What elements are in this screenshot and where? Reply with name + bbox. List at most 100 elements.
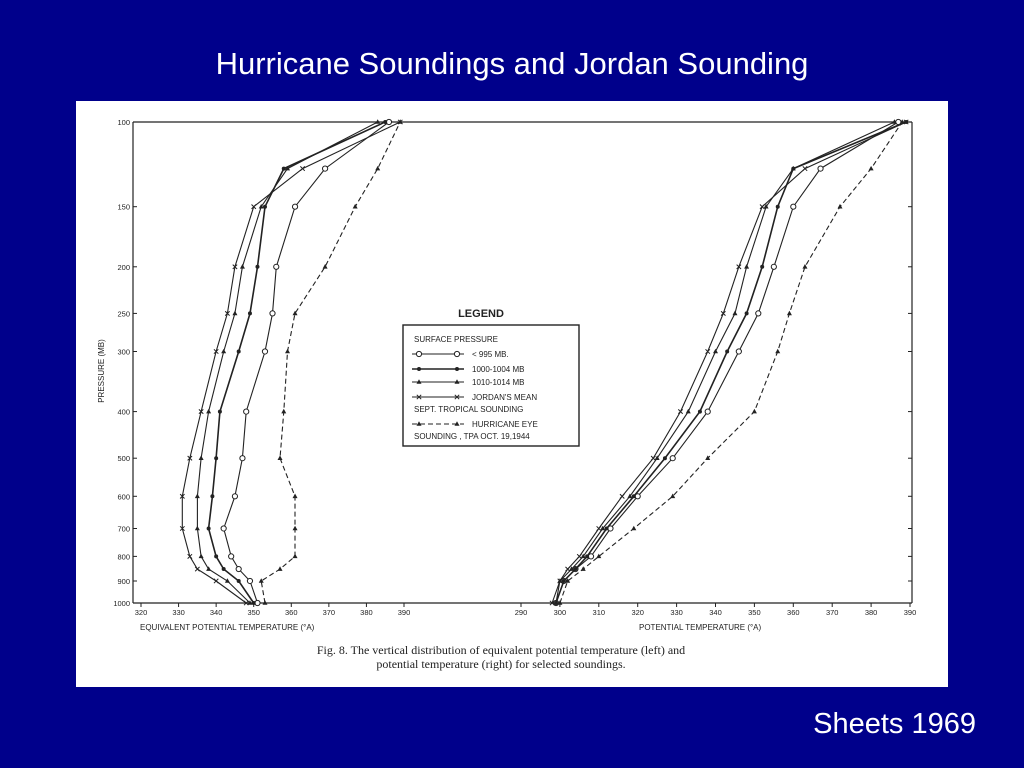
data-point-triangle bbox=[763, 203, 769, 209]
data-point-dot bbox=[236, 578, 241, 583]
pressure-tick-label: 700 bbox=[117, 524, 130, 533]
data-point-dot bbox=[631, 494, 636, 499]
data-point-cross bbox=[213, 348, 219, 355]
data-point-triangle bbox=[627, 493, 633, 499]
pressure-tick-label: 100 bbox=[117, 118, 130, 127]
data-point-triangle bbox=[416, 379, 422, 384]
data-point-dot bbox=[662, 456, 667, 461]
data-point-dot bbox=[455, 367, 459, 371]
legend-entry-2: 1000-1004 MB bbox=[412, 365, 524, 374]
data-point-triangle bbox=[206, 566, 212, 571]
data-point-triangle bbox=[631, 525, 637, 531]
data-point-dot bbox=[383, 120, 388, 124]
data-point-triangle bbox=[322, 263, 328, 269]
left-series-5 bbox=[258, 119, 403, 605]
data-point-cross bbox=[251, 204, 257, 210]
data-point-triangle bbox=[580, 566, 586, 571]
data-point-triangle bbox=[565, 578, 571, 583]
data-point-triangle bbox=[292, 310, 298, 316]
data-point-triangle bbox=[705, 455, 711, 461]
right-series-line bbox=[559, 121, 903, 604]
data-point-triangle bbox=[232, 310, 238, 316]
data-point-triangle bbox=[596, 553, 602, 559]
data-point-triangle bbox=[416, 421, 422, 426]
data-point-triangle bbox=[868, 165, 874, 171]
data-point-triangle bbox=[194, 525, 200, 531]
data-point-circle bbox=[269, 310, 276, 317]
data-point-circle bbox=[231, 493, 239, 500]
pressure-tick-label: 150 bbox=[117, 203, 130, 212]
data-point-cross bbox=[720, 310, 726, 316]
data-point-dot bbox=[262, 204, 267, 209]
data-point-dot bbox=[247, 311, 252, 316]
left-plot bbox=[179, 118, 403, 607]
legend-entry-3: 1010-1014 MB bbox=[412, 378, 524, 387]
legend-header: SURFACE PRESSURE bbox=[414, 335, 498, 344]
left-series-3 bbox=[194, 119, 381, 605]
data-point-cross bbox=[187, 455, 193, 461]
data-point-triangle bbox=[206, 408, 212, 414]
data-point-triangle bbox=[198, 455, 204, 461]
data-point-circle bbox=[239, 455, 246, 462]
left-x-axis-title: EQUIVALENT POTENTIAL TEMPERATURE (°A) bbox=[140, 623, 315, 632]
left-series-2 bbox=[206, 120, 388, 605]
data-point-dot bbox=[417, 367, 421, 371]
data-point-triangle bbox=[802, 263, 808, 269]
source-citation: Sheets 1969 bbox=[813, 708, 976, 740]
data-point-triangle bbox=[786, 310, 792, 316]
data-point-triangle bbox=[775, 348, 781, 354]
data-point-triangle bbox=[224, 578, 230, 583]
data-point-triangle bbox=[732, 310, 738, 316]
data-point-triangle bbox=[292, 525, 298, 531]
data-point-triangle bbox=[790, 165, 796, 171]
legend-box: LEGEND SURFACE PRESSURE < 995 MB. 1000-10… bbox=[402, 308, 580, 447]
data-point-dot bbox=[210, 494, 215, 499]
right-x-tick-label: 340 bbox=[709, 608, 722, 617]
pressure-tick-label: 1000 bbox=[113, 599, 130, 608]
data-point-triangle bbox=[899, 119, 905, 124]
right-x-axis-title: POTENTIAL TEMPERATURE (°A) bbox=[639, 623, 762, 632]
left-x-tick-label: 390 bbox=[398, 608, 411, 617]
data-point-cross bbox=[596, 525, 602, 532]
right-plot bbox=[549, 118, 909, 607]
data-point-triangle bbox=[553, 600, 559, 605]
pressure-tick-label: 200 bbox=[117, 263, 130, 272]
data-point-circle bbox=[755, 310, 762, 317]
data-point-triangle bbox=[258, 578, 264, 583]
data-point-circle bbox=[790, 203, 797, 210]
sounding-chart: 100 150 200 250 300 400 500 600 700 800 900 1000 320… bbox=[97, 118, 916, 671]
data-point-dot bbox=[775, 204, 780, 209]
data-point-dot bbox=[221, 567, 226, 572]
data-point-cross bbox=[565, 566, 571, 572]
right-series-1 bbox=[552, 118, 902, 607]
left-x-tick-label: 380 bbox=[360, 608, 373, 617]
data-point-cross bbox=[677, 409, 684, 415]
data-point-triangle bbox=[580, 553, 586, 559]
data-point-cross bbox=[549, 600, 555, 606]
data-point-circle bbox=[243, 408, 250, 415]
data-point-triangle bbox=[375, 119, 381, 124]
data-point-cross bbox=[224, 310, 230, 316]
data-point-triangle bbox=[600, 525, 606, 531]
slide-title: Hurricane Soundings and Jordan Sounding bbox=[215, 46, 809, 81]
left-series-1 bbox=[220, 118, 393, 607]
pressure-tick-label: 600 bbox=[117, 492, 130, 501]
data-point-triangle bbox=[654, 455, 660, 461]
data-point-triangle bbox=[292, 493, 298, 499]
legend-entry-5: HURRICANE EYE SOUNDING , TPA OCT. 19,1944 bbox=[412, 420, 538, 441]
legend-label: < 995 MB. bbox=[472, 350, 509, 359]
data-point-dot bbox=[585, 554, 590, 559]
data-point-triangle bbox=[454, 379, 460, 384]
data-point-triangle bbox=[247, 600, 253, 605]
legend-title: LEGEND bbox=[458, 308, 504, 320]
data-point-cross bbox=[736, 264, 742, 270]
data-point-dot bbox=[214, 554, 219, 559]
data-point-circle bbox=[246, 577, 254, 585]
data-point-circle bbox=[228, 553, 235, 560]
data-point-cross bbox=[557, 578, 563, 584]
data-point-cross bbox=[243, 600, 249, 606]
data-point-cross bbox=[576, 553, 582, 559]
data-point-cross bbox=[179, 525, 185, 532]
right-x-tick-label: 290 bbox=[515, 608, 528, 617]
data-point-cross bbox=[705, 348, 711, 355]
